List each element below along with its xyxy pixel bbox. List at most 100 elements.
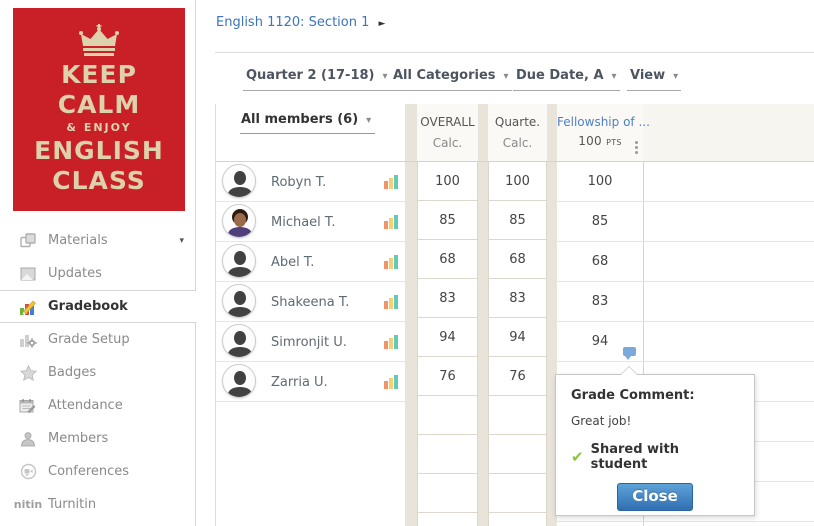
- assignment-grade-cell[interactable]: 68: [591, 254, 609, 269]
- student-avatar: [222, 244, 256, 278]
- assignment-grade-cell[interactable]: 94: [557, 322, 643, 362]
- overall-grade-cell[interactable]: [418, 396, 477, 435]
- sidebar-item-updates[interactable]: Updates: [0, 257, 196, 290]
- student-name: Michael T.: [271, 215, 336, 230]
- sidebar-item-materials[interactable]: Materials ▾: [0, 224, 196, 257]
- sidebar-item-turnitin[interactable]: nitin Turnitin: [0, 488, 196, 521]
- student-report-icon[interactable]: [384, 255, 398, 269]
- column-title: Quarte.: [494, 115, 541, 129]
- turnitin-icon: nitin: [13, 498, 43, 511]
- members-filter-label: All members (6): [241, 112, 359, 127]
- column-header-quarter: Quarte. Calc.: [488, 104, 547, 162]
- conferences-icon: [16, 463, 40, 481]
- quarter-grade-cell[interactable]: [489, 396, 546, 435]
- dropdown-view[interactable]: View ▾: [627, 68, 682, 91]
- sidebar-item-gradebook[interactable]: Gradebook: [0, 290, 196, 323]
- row-line: [557, 521, 814, 522]
- row-line: [557, 321, 814, 322]
- column-subtitle: Calc.: [502, 136, 533, 150]
- assignment-grade-cell[interactable]: 100: [587, 174, 613, 189]
- attendance-icon: [16, 397, 40, 415]
- members-icon: [16, 430, 40, 448]
- overall-grade-cell[interactable]: 100: [418, 162, 477, 201]
- chevron-down-icon: ▾: [382, 71, 388, 82]
- quarter-grade-cell[interactable]: 83: [489, 279, 546, 318]
- overall-grade-cell[interactable]: [418, 474, 477, 513]
- chevron-down-icon: ▾: [673, 71, 679, 82]
- student-row-michael-t[interactable]: Michael T.: [216, 202, 405, 242]
- student-row-shakeena-t[interactable]: Shakeena T.: [216, 282, 405, 322]
- quarter-grade-column: 100 85 68 83 94 76: [488, 162, 547, 526]
- quarter-grade-cell[interactable]: [489, 435, 546, 474]
- dropdown-label: View: [630, 68, 666, 83]
- grid-border: [215, 161, 814, 162]
- sidebar-item-members[interactable]: Members: [0, 422, 196, 455]
- breadcrumb-arrow-icon: ►: [378, 19, 386, 29]
- sidebar-item-grade-setup[interactable]: Grade Setup: [0, 323, 196, 356]
- sidebar-item-attendance[interactable]: Attendance: [0, 389, 196, 422]
- row-line: [557, 201, 814, 202]
- comment-bubble-icon[interactable]: [623, 347, 636, 360]
- quarter-grade-cell[interactable]: 100: [489, 162, 546, 201]
- column-header-assignment: Fellowship of ... 100 pts: [557, 104, 650, 162]
- quarter-grade-cell[interactable]: 85: [489, 201, 546, 240]
- overall-grade-column: 100 85 68 83 94 76: [417, 162, 478, 526]
- quarter-grade-cell[interactable]: 76: [489, 357, 546, 396]
- column-subtitle: Calc.: [432, 136, 463, 150]
- grid-border: [215, 104, 216, 526]
- column-menu-icon[interactable]: [635, 139, 638, 156]
- overall-grade-cell[interactable]: 94: [418, 318, 477, 357]
- breadcrumb-course-link[interactable]: English 1120: Section 1: [216, 15, 370, 30]
- overall-grade-cell[interactable]: [418, 435, 477, 474]
- sidebar-divider: [195, 323, 196, 526]
- student-report-icon[interactable]: [384, 295, 398, 309]
- student-avatar: [222, 284, 256, 318]
- dropdown-all-categories[interactable]: All Categories ▾: [390, 68, 512, 91]
- sidebar-item-label: Updates: [48, 266, 102, 281]
- student-report-icon[interactable]: [384, 215, 398, 229]
- student-report-icon[interactable]: [384, 335, 398, 349]
- poster-line: KEEP: [61, 60, 137, 89]
- student-name: Abel T.: [271, 255, 315, 270]
- quarter-grade-cell[interactable]: [489, 513, 546, 526]
- quarter-grade-cell[interactable]: 94: [489, 318, 546, 357]
- student-row-robyn-t[interactable]: Robyn T.: [216, 162, 405, 202]
- sidebar-item-label: Attendance: [48, 398, 123, 413]
- overall-grade-cell[interactable]: 83: [418, 279, 477, 318]
- assignment-grade-cell[interactable]: 85: [591, 214, 609, 229]
- student-row-abel-t[interactable]: Abel T.: [216, 242, 405, 282]
- assignment-grade-cell[interactable]: 83: [591, 294, 609, 309]
- sidebar-item-conferences[interactable]: Conferences: [0, 455, 196, 488]
- assignment-grade-column: 100 85 68 83 94: [557, 162, 643, 526]
- dropdown-due-date-a[interactable]: Due Date, A ▾: [513, 68, 620, 91]
- overall-grade-cell[interactable]: 76: [418, 357, 477, 396]
- sidebar-item-badges[interactable]: Badges: [0, 356, 196, 389]
- overall-grade-cell[interactable]: 85: [418, 201, 477, 240]
- student-row-zarria-u[interactable]: Zarria U.: [216, 362, 405, 402]
- student-avatar: [222, 364, 256, 398]
- dropdown-quarter-2-17-18[interactable]: Quarter 2 (17-18) ▾: [243, 68, 391, 91]
- student-row-simronjit-u[interactable]: Simronjit U.: [216, 322, 405, 362]
- divider: [215, 52, 814, 53]
- breadcrumb[interactable]: English 1120: Section 1 ►: [216, 15, 385, 30]
- sidebar-item-label: Conferences: [48, 464, 130, 479]
- row-line: [557, 361, 814, 362]
- student-avatar: [222, 164, 256, 198]
- quarter-grade-cell[interactable]: 68: [489, 240, 546, 279]
- crown-icon: [79, 24, 119, 56]
- assignment-title-link[interactable]: Fellowship of ...: [557, 115, 650, 129]
- student-report-icon[interactable]: [384, 375, 398, 389]
- close-button[interactable]: Close: [617, 483, 693, 511]
- chevron-down-icon: ▾: [503, 71, 509, 82]
- overall-grade-cell[interactable]: [418, 513, 477, 526]
- column-header-overall: OVERALL Calc.: [417, 104, 478, 162]
- poster-line: & ENJOY: [66, 121, 132, 134]
- quarter-grade-cell[interactable]: [489, 474, 546, 513]
- updates-icon: [16, 265, 40, 283]
- grade-setup-icon: [16, 331, 40, 349]
- chevron-down-icon: ▾: [366, 115, 372, 126]
- column-gutter: [547, 104, 557, 526]
- student-report-icon[interactable]: [384, 175, 398, 189]
- overall-grade-cell[interactable]: 68: [418, 240, 477, 279]
- members-filter-dropdown[interactable]: All members (6) ▾: [240, 112, 376, 134]
